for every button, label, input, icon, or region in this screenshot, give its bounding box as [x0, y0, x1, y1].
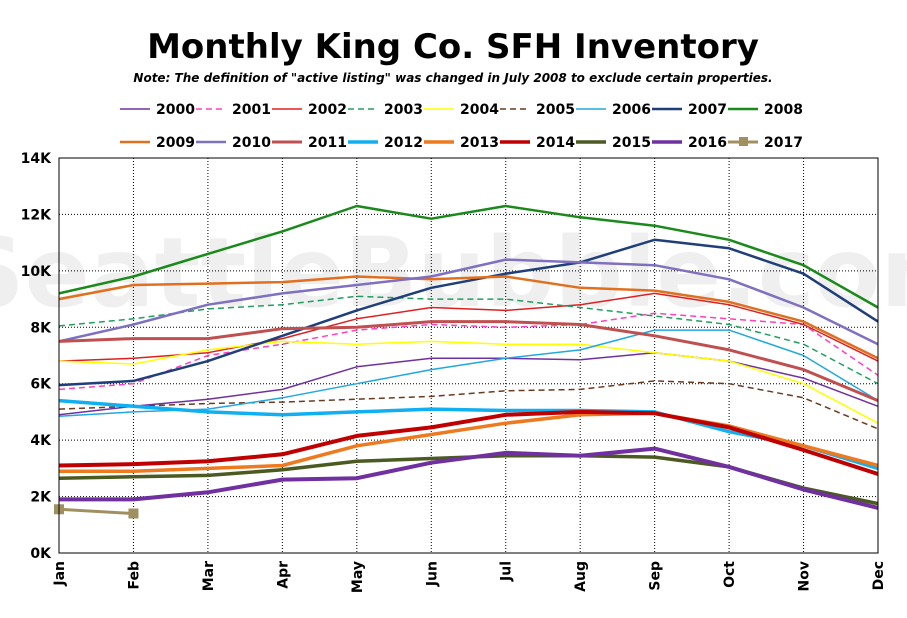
legend-label-2011: 2011 [308, 135, 347, 151]
legend-label-2017: 2017 [764, 135, 803, 151]
y-tick-label: 6K [30, 377, 52, 393]
series-line-2009 [58, 275, 879, 360]
x-tick-label: Jun [424, 561, 440, 587]
series-line-2016 [59, 446, 879, 510]
series-line-2012 [58, 398, 879, 471]
x-tick-label: Jul [499, 561, 515, 582]
legend-label-2003: 2003 [384, 102, 423, 118]
x-tick-label: Sep [648, 561, 664, 591]
x-tick-label: Feb [126, 561, 142, 590]
y-axis: 0K 2K 4K 6K 8K 10K 12K 14K [21, 151, 52, 562]
legend-label-2016: 2016 [688, 135, 727, 151]
legend-label-2014: 2014 [536, 135, 575, 151]
x-tick-label: Aug [573, 561, 589, 592]
series-line-2001 [58, 312, 879, 391]
legend-label-2010: 2010 [232, 135, 271, 151]
legend-label-2008: 2008 [764, 102, 803, 118]
legend-label-2013: 2013 [460, 135, 499, 151]
series-line-2000 [58, 351, 879, 416]
x-tick-label: Oct [722, 561, 738, 588]
legend-label-2009: 2009 [156, 135, 195, 151]
legend: 2000 2001 2002 2003 2004 2005 2006 2007 2008 2009… [120, 102, 803, 151]
series-line-2003 [58, 295, 879, 385]
x-tick-label: Mar [201, 561, 217, 591]
legend-marker-2017 [739, 137, 748, 146]
series-line-2008 [58, 204, 879, 309]
watermark-text: SeattleBubble.com [0, 217, 907, 329]
series-line-2005 [58, 380, 879, 430]
chart-subtitle-note: Note: The definition of "active listing"… [133, 71, 772, 85]
y-tick-label: 8K [30, 320, 52, 336]
series-marker-2017 [128, 508, 139, 519]
series-line-2017 [58, 507, 134, 515]
chart-title: Monthly King Co. SFH Inventory [147, 27, 759, 67]
y-tick-label: 12K [21, 207, 52, 223]
legend-label-2001: 2001 [232, 102, 271, 118]
x-tick-label: Apr [275, 561, 291, 589]
y-tick-label: 14K [21, 151, 52, 167]
x-tick-label: Jan [52, 561, 68, 587]
legend-label-2000: 2000 [156, 102, 195, 118]
series-line-2007 [58, 238, 879, 387]
y-tick-label: 0K [30, 546, 52, 562]
series-lines [54, 204, 879, 519]
x-tick-label: Dec [871, 561, 887, 590]
legend-label-2006: 2006 [612, 102, 651, 118]
series-line-2011 [58, 320, 879, 402]
y-tick-label: 10K [21, 264, 52, 280]
x-axis: Jan Feb Mar Apr May Jun Jul Aug Sep Oct Nov Dec [52, 561, 887, 593]
legend-label-2004: 2004 [460, 102, 499, 118]
legend-label-2005: 2005 [536, 102, 575, 118]
plot-area-border [58, 157, 879, 554]
legend-label-2007: 2007 [688, 102, 727, 118]
series-line-2002 [58, 292, 879, 362]
x-tick-label: Nov [797, 561, 813, 591]
series-line-2004 [58, 340, 879, 424]
legend-label-2015: 2015 [612, 135, 651, 151]
legend-label-2002: 2002 [308, 102, 347, 118]
series-line-2010 [58, 258, 879, 346]
legend-label-2012: 2012 [384, 135, 423, 151]
y-tick-label: 2K [30, 490, 52, 506]
x-tick-label: May [350, 561, 366, 593]
series-line-2014 [58, 409, 879, 476]
y-tick-label: 4K [30, 433, 52, 449]
